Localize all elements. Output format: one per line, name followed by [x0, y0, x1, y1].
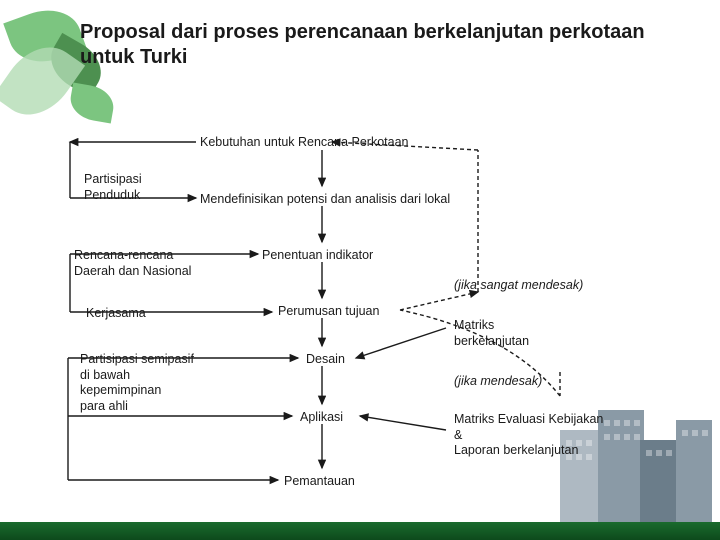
node-desain: Desain — [306, 352, 386, 368]
node-pemantauan: Pemantauan — [284, 474, 404, 490]
node-kebutuhan: Kebutuhan untuk Rencana Perkotaan — [200, 135, 460, 151]
node-perumusan: Perumusan tujuan — [278, 304, 438, 320]
note-jika-sangat-mendesak: (jika sangat mendesak) — [454, 278, 654, 294]
node-kerjasama: Kerjasama — [86, 306, 186, 322]
node-mendefinisikan: Mendefinisikan potensi dan analisis dari… — [200, 192, 500, 208]
node-aplikasi: Aplikasi — [300, 410, 380, 426]
node-penentuan: Penentuan indikator — [262, 248, 442, 264]
node-matriks-berkelanjutan: Matriks berkelanjutan — [454, 318, 614, 349]
page-title: Proposal dari proses perencanaan berkela… — [80, 20, 680, 70]
node-partisipasi-semipasif: Partisipasi semipasif di bawah kepemimpi… — [80, 352, 240, 415]
diagram-stage: Kebutuhan untuk Rencana Perkotaan Partis… — [0, 0, 720, 540]
note-jika-mendesak: (jika mendesak) — [454, 374, 614, 390]
node-partisipasi: Partisipasi Penduduk — [84, 172, 194, 203]
node-rencana-daerah: Rencana-rencana Daerah dan Nasional — [74, 248, 234, 279]
node-matriks-evaluasi: Matriks Evaluasi Kebijakan & Laporan ber… — [454, 412, 674, 459]
